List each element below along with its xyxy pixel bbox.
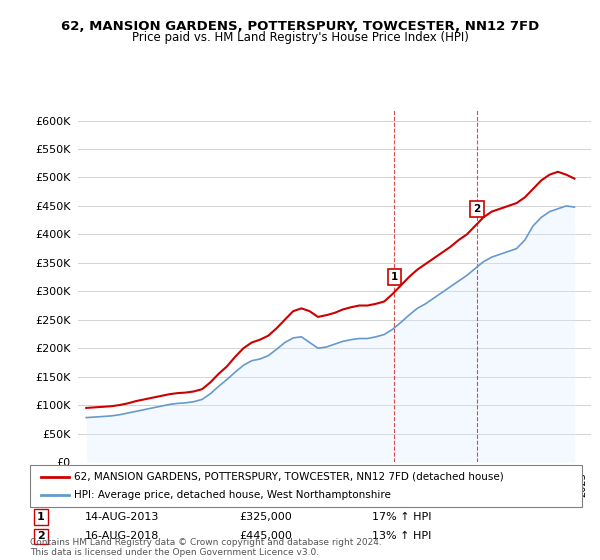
Text: Contains HM Land Registry data © Crown copyright and database right 2024.
This d: Contains HM Land Registry data © Crown c… <box>30 538 382 557</box>
Text: 2: 2 <box>473 204 481 214</box>
Text: 17% ↑ HPI: 17% ↑ HPI <box>372 512 432 522</box>
Text: 14-AUG-2013: 14-AUG-2013 <box>85 512 160 522</box>
Text: 62, MANSION GARDENS, POTTERSPURY, TOWCESTER, NN12 7FD (detached house): 62, MANSION GARDENS, POTTERSPURY, TOWCES… <box>74 472 504 482</box>
FancyBboxPatch shape <box>30 465 582 507</box>
Text: 2: 2 <box>37 531 45 542</box>
Text: £445,000: £445,000 <box>240 531 293 542</box>
Text: HPI: Average price, detached house, West Northamptonshire: HPI: Average price, detached house, West… <box>74 490 391 500</box>
Text: 13% ↑ HPI: 13% ↑ HPI <box>372 531 431 542</box>
Text: 62, MANSION GARDENS, POTTERSPURY, TOWCESTER, NN12 7FD: 62, MANSION GARDENS, POTTERSPURY, TOWCES… <box>61 20 539 32</box>
Text: £325,000: £325,000 <box>240 512 293 522</box>
Text: 16-AUG-2018: 16-AUG-2018 <box>85 531 160 542</box>
Text: Price paid vs. HM Land Registry's House Price Index (HPI): Price paid vs. HM Land Registry's House … <box>131 31 469 44</box>
Text: 1: 1 <box>391 272 398 282</box>
Text: 1: 1 <box>37 512 45 522</box>
